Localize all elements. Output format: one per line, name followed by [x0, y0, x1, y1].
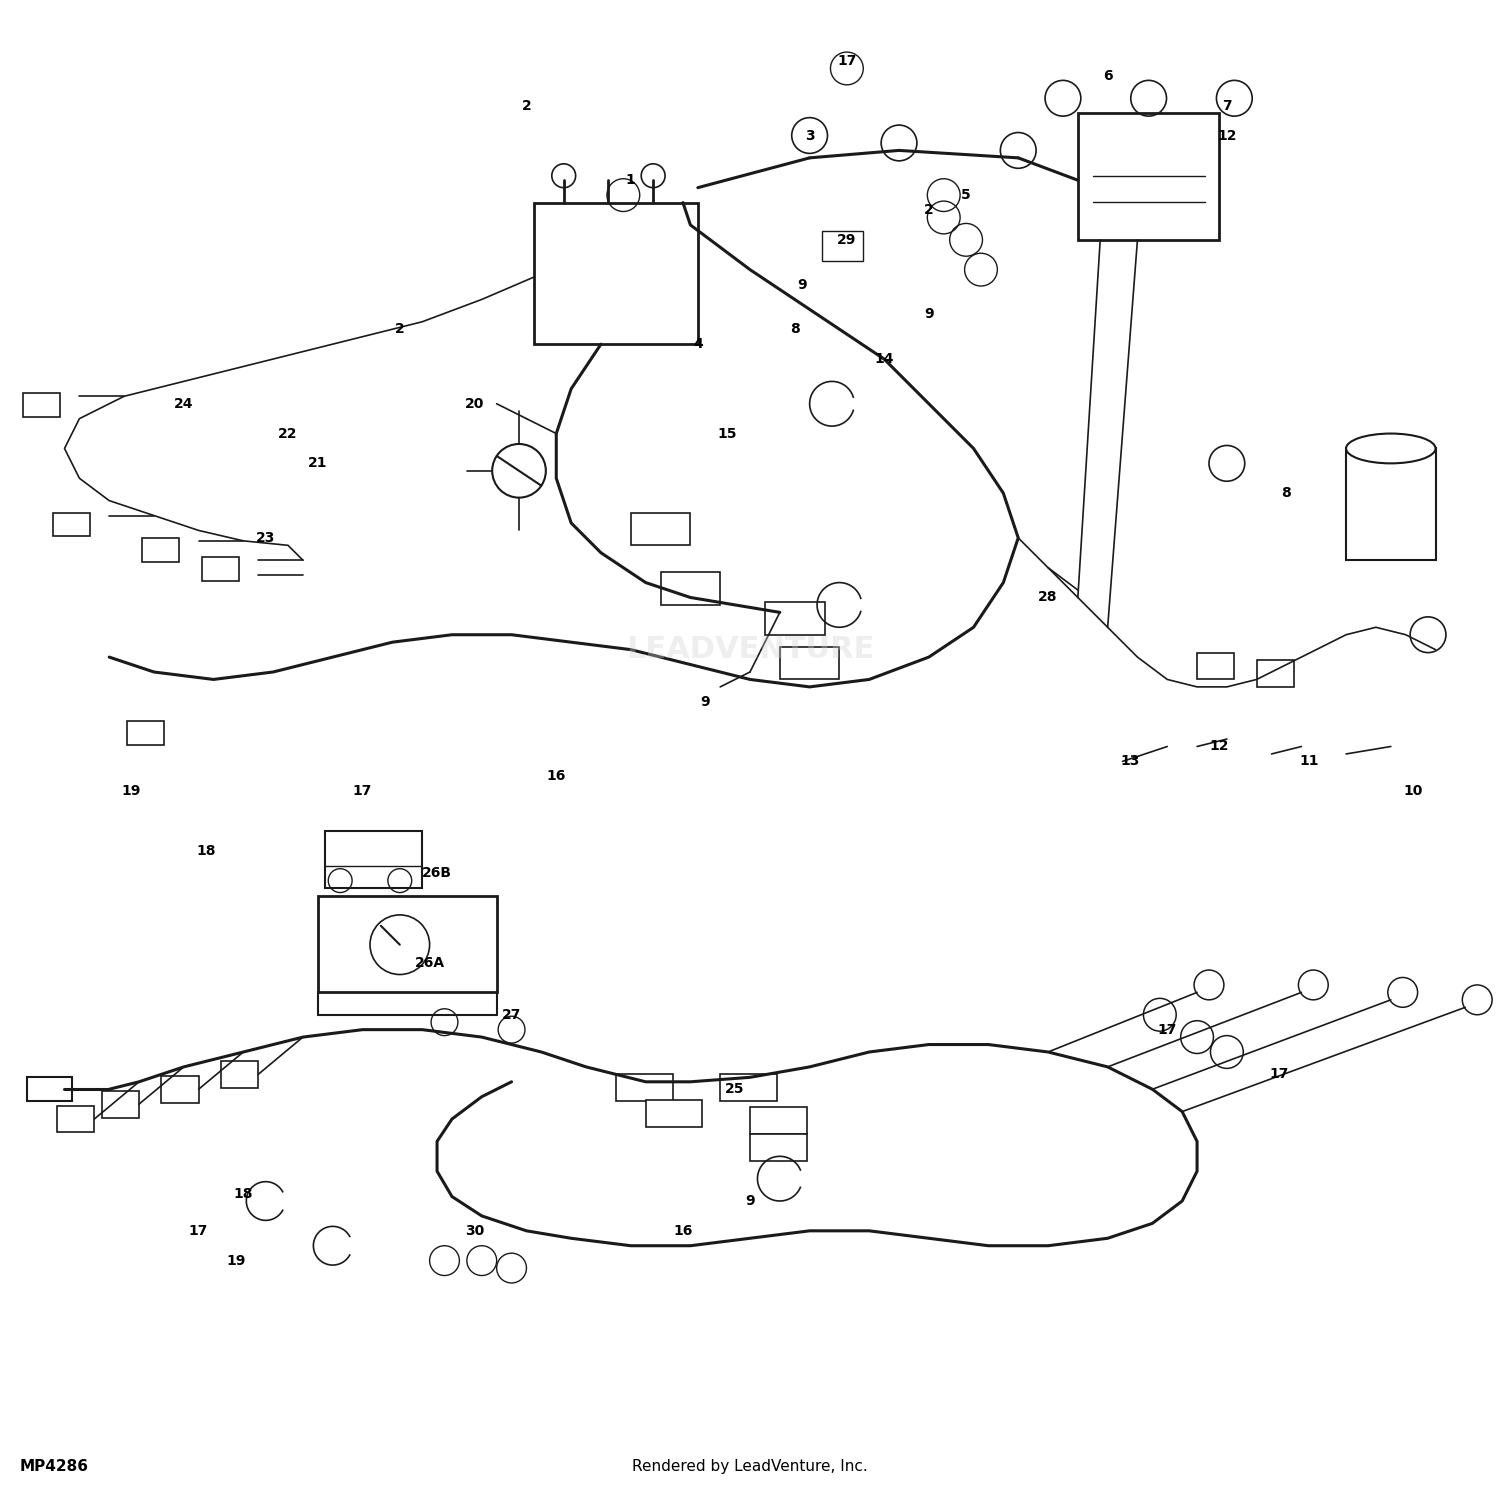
- Text: 30: 30: [465, 1224, 484, 1238]
- Bar: [326, 832, 422, 888]
- Text: 9: 9: [746, 1194, 754, 1208]
- Text: 10: 10: [1404, 784, 1423, 799]
- Text: 16: 16: [674, 1224, 693, 1238]
- Bar: [1078, 113, 1220, 240]
- Text: 19: 19: [122, 784, 141, 799]
- Text: 28: 28: [1038, 590, 1058, 605]
- Text: 15: 15: [718, 427, 738, 440]
- Bar: [632, 512, 690, 545]
- Bar: [162, 1076, 198, 1103]
- Text: 17: 17: [837, 54, 856, 69]
- Text: 12: 12: [1209, 739, 1228, 754]
- Text: 14: 14: [874, 352, 894, 366]
- Text: 16: 16: [546, 769, 566, 784]
- Text: 9: 9: [700, 694, 709, 709]
- Text: 6: 6: [1102, 69, 1113, 84]
- Bar: [534, 203, 698, 345]
- Bar: [1257, 660, 1294, 687]
- Bar: [616, 1075, 672, 1102]
- Bar: [660, 572, 720, 605]
- Text: 19: 19: [226, 1254, 246, 1268]
- Text: 9: 9: [924, 308, 933, 321]
- Bar: [780, 646, 840, 679]
- Bar: [645, 1100, 702, 1127]
- Text: 24: 24: [174, 397, 194, 411]
- Bar: [27, 1078, 72, 1102]
- Text: 8: 8: [790, 322, 800, 336]
- Text: 27: 27: [503, 1008, 522, 1021]
- Bar: [102, 1091, 140, 1118]
- Text: 26B: 26B: [422, 866, 452, 881]
- Text: 20: 20: [465, 397, 484, 411]
- Bar: [750, 1108, 807, 1135]
- Bar: [822, 231, 864, 261]
- Text: 11: 11: [1299, 754, 1318, 769]
- Bar: [765, 602, 825, 635]
- Text: 22: 22: [279, 427, 298, 440]
- Bar: [720, 1075, 777, 1102]
- Text: 1: 1: [626, 173, 636, 187]
- Text: 7: 7: [1222, 99, 1232, 112]
- Text: 17: 17: [352, 784, 372, 799]
- Text: 26A: 26A: [414, 956, 444, 969]
- Text: 2: 2: [522, 99, 531, 112]
- Bar: [57, 1106, 94, 1133]
- Text: 17: 17: [189, 1224, 209, 1238]
- Text: 18: 18: [234, 1187, 254, 1200]
- Text: 2: 2: [394, 322, 405, 336]
- Text: 3: 3: [806, 128, 814, 142]
- Text: 25: 25: [726, 1082, 746, 1096]
- Bar: [22, 393, 60, 417]
- Text: 2: 2: [924, 203, 933, 216]
- Bar: [1346, 448, 1436, 560]
- Text: 21: 21: [308, 457, 327, 470]
- Bar: [201, 557, 238, 581]
- Text: Rendered by LeadVenture, Inc.: Rendered by LeadVenture, Inc.: [632, 1459, 868, 1474]
- Bar: [53, 512, 90, 536]
- Text: 17: 17: [1269, 1067, 1288, 1081]
- Text: 18: 18: [196, 844, 216, 858]
- Ellipse shape: [1346, 433, 1436, 463]
- Text: MP4286: MP4286: [20, 1459, 88, 1474]
- Text: 29: 29: [837, 233, 856, 246]
- Text: 8: 8: [1281, 487, 1292, 500]
- Bar: [220, 1062, 258, 1088]
- Text: LEADVENTURE: LEADVENTURE: [626, 635, 874, 664]
- Text: 9: 9: [798, 278, 807, 291]
- Text: 23: 23: [256, 532, 276, 545]
- Bar: [750, 1135, 807, 1160]
- Bar: [142, 537, 178, 561]
- Bar: [128, 721, 165, 745]
- Text: 13: 13: [1120, 754, 1140, 769]
- Text: 5: 5: [962, 188, 970, 202]
- Text: 12: 12: [1216, 128, 1236, 142]
- Text: 17: 17: [1158, 1023, 1178, 1036]
- Text: 4: 4: [693, 337, 702, 351]
- Bar: [1197, 652, 1234, 679]
- Bar: [318, 896, 496, 993]
